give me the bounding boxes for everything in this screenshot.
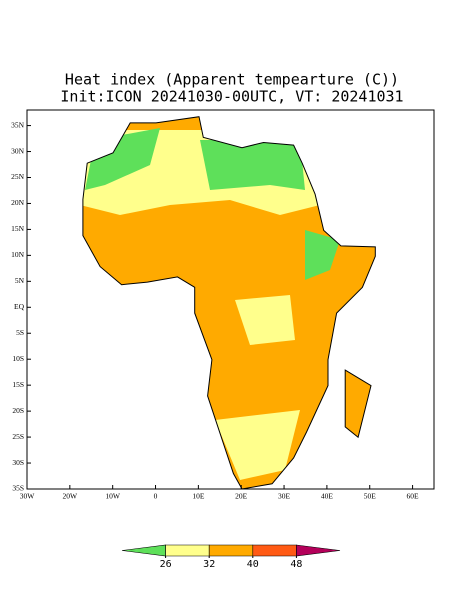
coastline [82,116,376,490]
madagascar [344,369,372,439]
lon-tick-label: 10W [105,492,121,501]
lat-tick-label: 35N [11,120,25,129]
map-subtitle: Init:ICON 20241030-00UTC, VT: 20241031 [60,88,403,106]
lat-tick-label: 10N [11,250,25,259]
lat-tick-label: 20S [12,406,24,415]
lon-tick-label: 0 [154,492,158,501]
lat-tick-label: 15S [12,380,24,389]
lon-tick-label: 20W [63,492,79,501]
colorbar-segment [252,544,297,557]
lon-tick-label: 40E [321,492,334,501]
lat-tick-label: 35S [12,484,24,493]
lon-tick-label: 60E [407,492,420,501]
lat-tick-label: 30S [12,458,24,467]
lat-tick-label: EQ [14,302,25,311]
lon-tick-label: 50E [364,492,377,501]
lat-tick-label: 5N [15,276,25,285]
field-green [85,128,340,280]
lat-tick-label: 30N [11,146,25,155]
lon-tick-label: 10E [192,492,205,501]
lat-tick-label: 25N [11,172,25,181]
colorbar-segment [296,544,341,557]
colorbar-label: 40 [247,559,259,570]
colorbar-label: 26 [160,559,172,570]
lat-tick-label: 10S [12,354,24,363]
colorbar-label: 32 [203,559,215,570]
colorbar-segment [121,544,166,557]
lat-tick-label: 20N [11,198,25,207]
colorbar-label: 48 [290,559,302,570]
lon-tick-label: 30W [20,492,36,501]
lon-tick-label: 30E [278,492,291,501]
field-yellow [215,295,300,480]
lat-tick-label: 25S [12,432,24,441]
colorbar-segment [165,544,210,557]
map-title: Heat index (Apparent tempearture (C)) [65,71,399,89]
lat-tick-label: 5S [16,328,24,337]
colorbar-segment [208,544,254,557]
heat-field [82,116,376,489]
map-frame [26,109,435,490]
lat-tick-label: 15N [11,224,25,233]
lon-tick-label: 20E [235,492,248,501]
